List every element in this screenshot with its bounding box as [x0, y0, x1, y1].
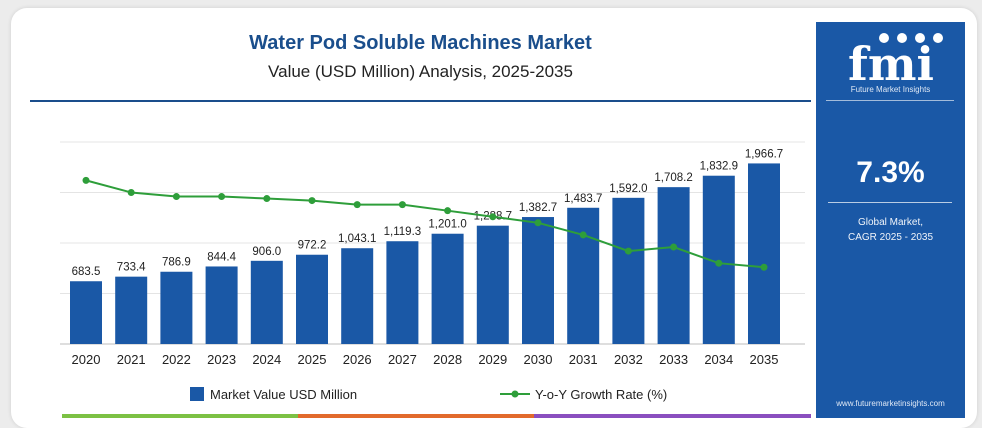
bar	[341, 248, 374, 344]
bar	[205, 266, 238, 344]
accent-strip-purple	[534, 414, 811, 418]
x-tick-label: 2027	[388, 352, 417, 367]
bar	[431, 233, 464, 344]
x-tick-label: 2020	[72, 352, 101, 367]
bar-value-label: 1,832.9	[700, 161, 738, 173]
growth-point	[398, 201, 406, 209]
legend-bar-label: Market Value USD Million	[210, 387, 357, 402]
logo-dot-icon	[915, 33, 925, 43]
bar	[612, 197, 645, 344]
bar-value-label: 1,043.1	[338, 233, 376, 245]
x-tick-label: 2028	[433, 352, 462, 367]
side-panel: fmi Future Market Insights 7.3% Global M…	[816, 22, 965, 418]
x-tick-label: 2023	[207, 352, 236, 367]
cagr-label: Global Market, CAGR 2025 - 2035	[816, 215, 965, 245]
bar-value-label: 1,119.3	[384, 226, 422, 238]
logo-divider	[826, 100, 954, 101]
fmi-logo: fmi	[848, 33, 943, 84]
bar-value-label: 733.4	[117, 262, 146, 274]
cagr-value: 7.3%	[856, 156, 925, 189]
cagr-label-line2: CAGR 2025 - 2035	[847, 232, 934, 243]
logo-dot-icon	[879, 33, 889, 43]
bar-value-label: 1,201.0	[428, 219, 466, 231]
logo-letters: fmi	[848, 37, 934, 84]
x-tick-label: 2026	[343, 352, 372, 367]
bar	[748, 163, 780, 344]
legend-bar-swatch	[190, 387, 204, 401]
growth-point	[444, 207, 452, 215]
bar-value-label: 906.0	[252, 246, 281, 258]
bar	[522, 217, 554, 344]
chart-title: Water Pod Soluble Machines Market	[249, 32, 592, 54]
bar	[567, 207, 600, 344]
legend-line-label: Y-o-Y Growth Rate (%)	[535, 387, 667, 402]
x-tick-label: 2033	[659, 352, 688, 367]
growth-point	[579, 231, 587, 239]
growth-point	[263, 195, 271, 203]
growth-point	[715, 259, 723, 267]
cagr-divider	[828, 202, 952, 203]
growth-point	[218, 193, 226, 201]
x-tick-label: 2021	[117, 352, 146, 367]
logo-caption: Future Market Insights	[850, 85, 931, 94]
title-divider	[30, 100, 811, 102]
bar-value-label: 786.9	[162, 257, 191, 269]
growth-point	[172, 193, 180, 201]
x-tick-label: 2034	[704, 352, 733, 367]
logo-dot-icon	[933, 33, 943, 43]
logo-dot-icon	[897, 33, 907, 43]
growth-point	[760, 263, 768, 271]
growth-point	[624, 247, 632, 255]
x-tick-label: 2035	[750, 352, 779, 367]
growth-point	[308, 197, 316, 205]
growth-point	[489, 213, 497, 221]
bar	[115, 276, 148, 344]
growth-point	[353, 201, 361, 209]
bar-value-label: 683.5	[72, 266, 101, 278]
x-tick-label: 2029	[478, 352, 507, 367]
growth-point	[82, 176, 90, 184]
growth-point	[670, 243, 678, 251]
growth-point	[534, 219, 542, 227]
chart-subtitle: Value (USD Million) Analysis, 2025-2035	[268, 62, 573, 81]
chart-svg: 683.5 2020 733.4 2021 786.9 2022 844.4 2023 906.…	[60, 141, 805, 402]
accent-strip-orange	[298, 414, 534, 418]
chart-panel: Water Pod Soluble Machines Market Value …	[30, 22, 811, 418]
bar	[70, 281, 102, 344]
bar	[657, 187, 690, 344]
x-tick-label: 2025	[298, 352, 327, 367]
bar	[386, 241, 419, 344]
accent-strip-green	[62, 414, 298, 418]
x-tick-label: 2032	[614, 352, 643, 367]
bar-value-label: 1,382.7	[519, 202, 557, 214]
x-tick-label: 2031	[569, 352, 598, 367]
bar	[296, 254, 328, 344]
cagr-label-line1: Global Market,	[857, 217, 924, 228]
bar-value-label: 1,966.7	[745, 148, 783, 160]
website-link[interactable]: www.futuremarketinsights.com	[836, 399, 945, 408]
growth-line	[85, 179, 765, 269]
bar	[160, 271, 193, 344]
legend-line-marker	[511, 390, 519, 398]
bar-value-label: 844.4	[207, 251, 236, 263]
x-tick-label: 2022	[162, 352, 191, 367]
bar	[250, 260, 283, 344]
bar	[476, 225, 509, 344]
bar-value-label: 1,483.7	[564, 193, 602, 205]
bar-value-label: 1,592.0	[609, 183, 647, 195]
bar-value-label: 972.2	[298, 240, 327, 252]
x-tick-label: 2024	[252, 352, 281, 367]
x-tick-label: 2030	[524, 352, 553, 367]
bar-value-label: 1,708.2	[654, 172, 692, 184]
growth-point	[127, 189, 135, 196]
